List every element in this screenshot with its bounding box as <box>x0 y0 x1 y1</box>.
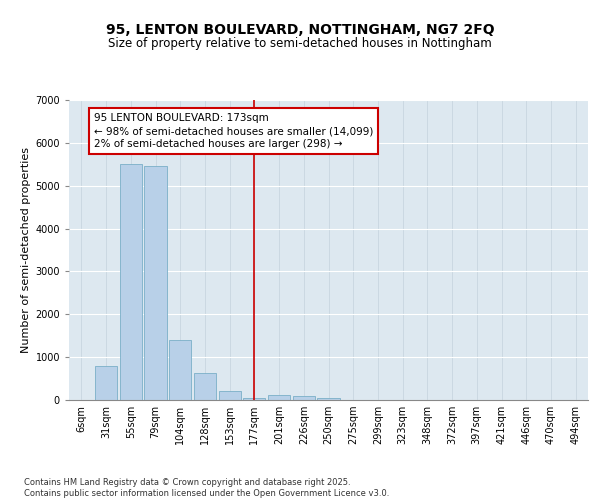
Text: 95, LENTON BOULEVARD, NOTTINGHAM, NG7 2FQ: 95, LENTON BOULEVARD, NOTTINGHAM, NG7 2F… <box>106 22 494 36</box>
Bar <box>218 392 241 400</box>
Text: 95 LENTON BOULEVARD: 173sqm
← 98% of semi-detached houses are smaller (14,099)
2: 95 LENTON BOULEVARD: 173sqm ← 98% of sem… <box>94 113 373 150</box>
Bar <box>169 340 191 400</box>
Text: Contains HM Land Registry data © Crown copyright and database right 2025.
Contai: Contains HM Land Registry data © Crown c… <box>24 478 389 498</box>
Bar <box>268 395 290 400</box>
Bar <box>145 166 167 400</box>
Y-axis label: Number of semi-detached properties: Number of semi-detached properties <box>21 147 31 353</box>
Bar <box>317 398 340 400</box>
Bar <box>194 374 216 400</box>
Bar <box>95 366 117 400</box>
Text: Size of property relative to semi-detached houses in Nottingham: Size of property relative to semi-detach… <box>108 38 492 51</box>
Bar <box>119 164 142 400</box>
Bar <box>293 396 315 400</box>
Bar <box>243 398 265 400</box>
